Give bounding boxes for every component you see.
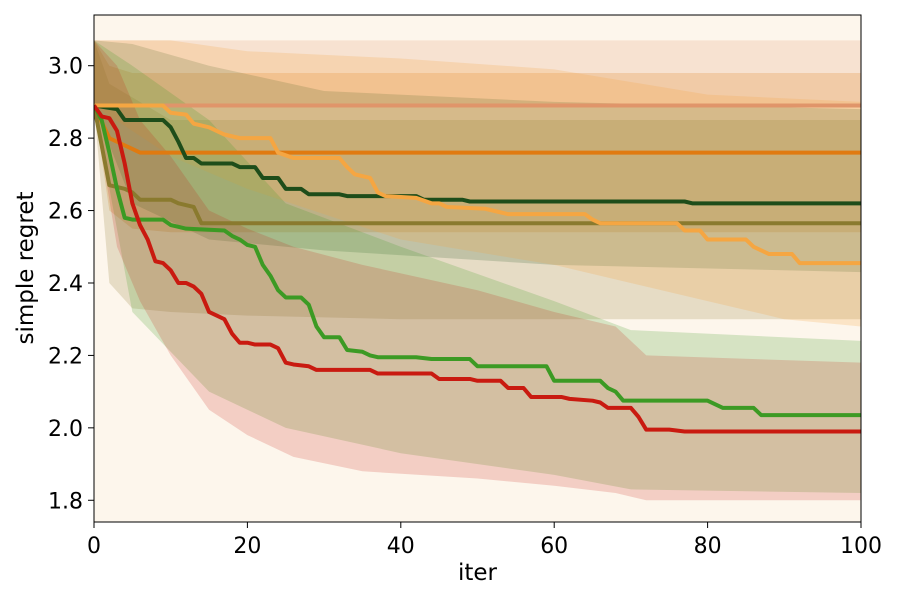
series-band-4 [94,40,861,327]
x-axis-ticks: 0 20 40 60 80 100 [87,522,882,559]
x-tick-label: 20 [233,534,261,559]
plot-frame [93,14,862,523]
series-line-6 [94,104,861,434]
x-tick-label: 40 [387,534,415,559]
series-band-5 [94,40,861,494]
y-tick-label: 2.8 [48,127,83,152]
x-axis-title: iter [458,560,498,586]
y-tick-label: 2.2 [48,344,83,369]
y-axis-title: simple regret [13,191,39,344]
series-band-2 [94,40,861,320]
y-tick-label: 2.0 [48,417,83,442]
y-tick-label: 1.8 [48,489,83,514]
series-line-4 [94,103,861,266]
x-tick-label: 0 [87,534,101,559]
series-band-3 [94,40,861,273]
plot-background [94,15,861,522]
confidence-bands [94,40,861,501]
series-lines [94,103,861,434]
x-tick-label: 100 [840,534,882,559]
series-band-6 [94,40,861,501]
series-line-1 [94,104,861,155]
series-band-1 [94,40,861,233]
y-tick-label: 3.0 [48,55,83,80]
x-tick-label: 80 [694,534,722,559]
y-axis-ticks: 1.8 2.0 2.2 2.4 2.6 2.8 3.0 [48,55,94,514]
series-line-3 [94,103,861,206]
series-band-0 [94,40,861,106]
y-tick-label: 2.4 [48,272,83,297]
series-line-5 [94,104,861,418]
x-tick-label: 60 [540,534,568,559]
y-tick-label: 2.6 [48,200,83,225]
